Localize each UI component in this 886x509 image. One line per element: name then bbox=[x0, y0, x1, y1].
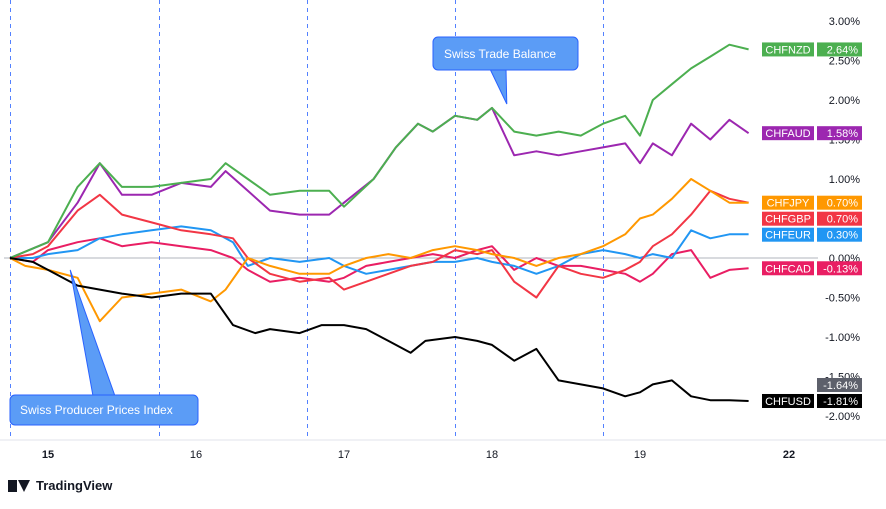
series-value-tag bbox=[817, 393, 862, 408]
series-value-tag bbox=[817, 211, 862, 226]
series-name-tag-label: CHFJPY bbox=[767, 198, 810, 210]
series-name-tag-label: CHFGBP bbox=[765, 214, 811, 226]
y-tick-label: 3.00% bbox=[829, 16, 860, 28]
callout-pointer bbox=[489, 68, 508, 105]
day-separators bbox=[10, 0, 604, 440]
series-value-tag bbox=[817, 195, 862, 210]
series-value-tag bbox=[817, 261, 862, 276]
series-value-tag-label: 0.70% bbox=[827, 214, 858, 226]
x-axis: 15 16 17 18 19 22 bbox=[42, 449, 795, 461]
series-value-tag-label: 0.30% bbox=[827, 230, 858, 242]
series-line-chfgbp bbox=[9, 189, 749, 299]
series-name-tag-label: CHFUSD bbox=[765, 396, 811, 408]
series-name-tag bbox=[762, 195, 814, 210]
callout-box bbox=[9, 394, 199, 426]
series-value-tag-label: 0.70% bbox=[827, 198, 858, 210]
x-tick-label: 17 bbox=[338, 449, 350, 461]
branding-text: TradingView bbox=[36, 478, 113, 493]
series-name-tag bbox=[762, 261, 814, 276]
price-tag bbox=[817, 377, 862, 392]
series-value-tag-label: 1.58% bbox=[827, 128, 858, 140]
annotation-swiss-trade-balance: Swiss Trade Balance bbox=[444, 47, 556, 61]
x-tick-label: 22 bbox=[783, 449, 795, 461]
series-line-chfusd bbox=[9, 257, 749, 402]
series-line-chfeur bbox=[10, 225, 749, 275]
annotations: Swiss Trade Balance Swiss Producer Prices… bbox=[9, 36, 579, 426]
series-name-tag-label: CHFNZD bbox=[765, 44, 810, 56]
series-name-tag bbox=[762, 393, 814, 408]
series-name-tag bbox=[762, 211, 814, 226]
series-line-chfnzd bbox=[9, 43, 749, 259]
y-tick-label: -1.00% bbox=[825, 332, 860, 344]
series-name-tag-label: CHFCAD bbox=[765, 263, 811, 275]
y-tick-label: 2.50% bbox=[829, 56, 860, 68]
series-line-chfcad bbox=[9, 237, 749, 283]
series-value-tag bbox=[817, 227, 862, 242]
series-name-tag-label: CHFAUD bbox=[765, 128, 810, 140]
callout-box bbox=[432, 36, 579, 71]
y-tick-label: 2.00% bbox=[829, 95, 860, 107]
series-name-tag bbox=[762, 227, 814, 242]
series-name-tag-label: CHFEUR bbox=[765, 230, 811, 242]
series-line-chfjpy bbox=[9, 178, 749, 323]
series-value-tags: CHFNZD 2.64% CHFAUD 1.58% CHFJPY 0.70% CHFGBP 0… bbox=[762, 42, 862, 408]
series-name-tag bbox=[762, 126, 814, 141]
series-value-tag-label: 2.64% bbox=[827, 44, 858, 56]
price-tag-label: -1.64% bbox=[823, 380, 858, 392]
y-tick-label: 1.00% bbox=[829, 174, 860, 186]
series-name-tag bbox=[762, 42, 814, 57]
x-tick-label: 15 bbox=[42, 449, 54, 461]
series-value-tag bbox=[817, 42, 862, 57]
x-tick-label: 19 bbox=[634, 449, 646, 461]
x-tick-label: 18 bbox=[486, 449, 498, 461]
tradingview-branding: TradingView bbox=[8, 478, 112, 493]
tradingview-logo-icon bbox=[8, 479, 30, 493]
series-value-tag-label: -1.81% bbox=[823, 396, 858, 408]
x-tick-label: 16 bbox=[190, 449, 202, 461]
y-tick-label: -2.00% bbox=[825, 411, 860, 423]
y-tick-label: -0.50% bbox=[825, 293, 860, 305]
series-lines bbox=[9, 43, 750, 402]
series-value-tag-label: -0.13% bbox=[823, 263, 858, 275]
annotation-swiss-ppi: Swiss Producer Prices Index bbox=[20, 403, 173, 417]
series-value-tag bbox=[817, 126, 862, 141]
